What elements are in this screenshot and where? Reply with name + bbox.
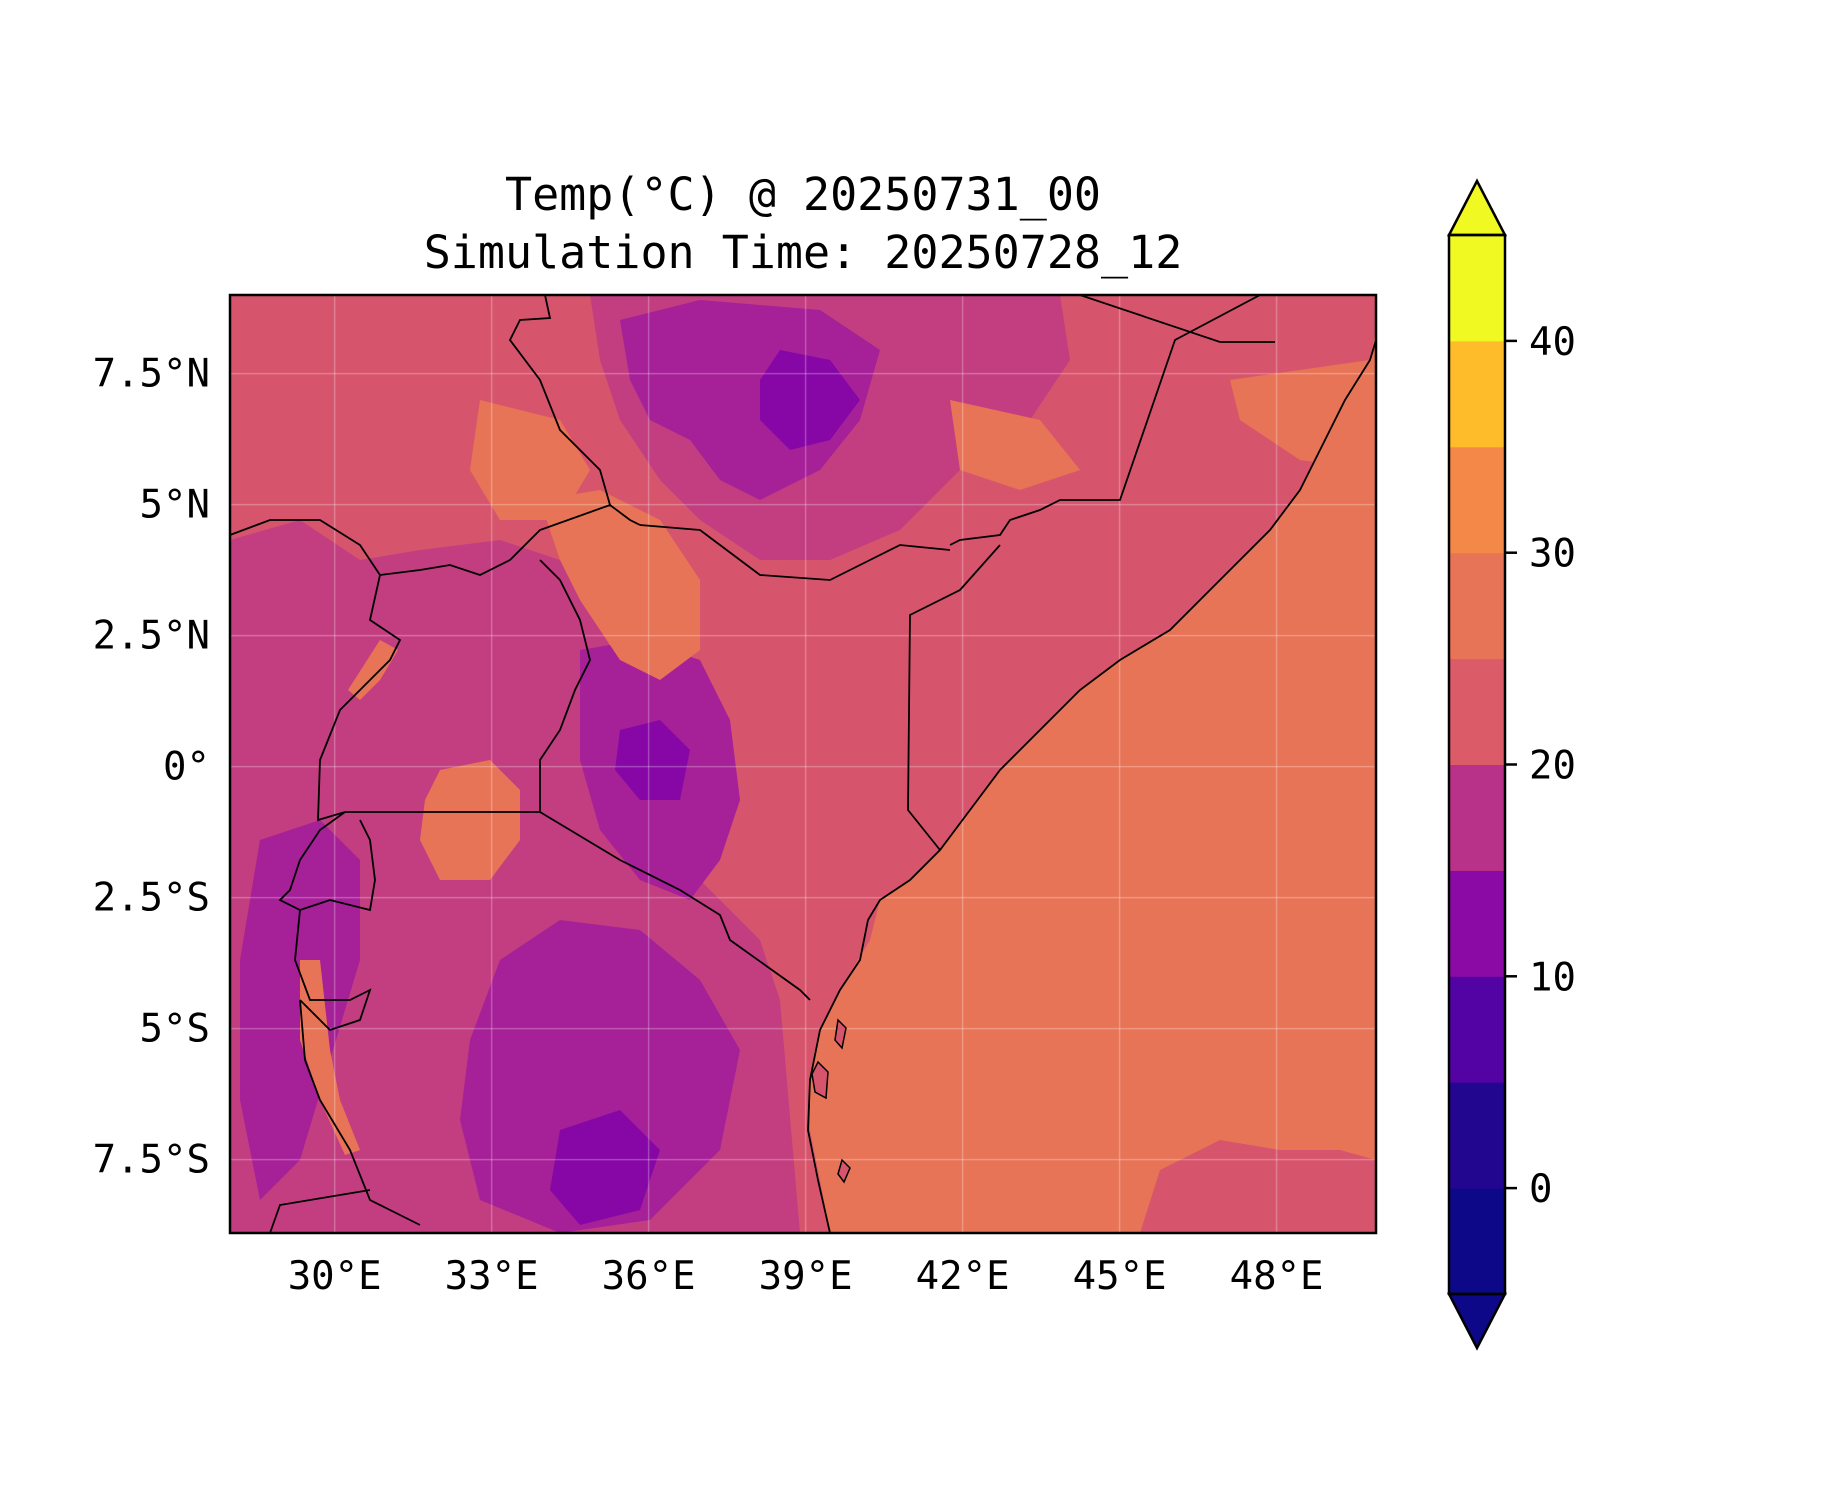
colorbar-segment bbox=[1449, 870, 1505, 977]
ethiopian-peak bbox=[760, 350, 860, 450]
x-tick-label: 42°E bbox=[916, 1254, 1010, 1299]
gridlines bbox=[230, 295, 1376, 1233]
colorbar-segment bbox=[1449, 764, 1505, 871]
y-axis-ticks: 7.5°N 5°N 2.5°N 0° 2.5°S 5°S 7.5°S bbox=[93, 352, 210, 1183]
colorbar-tick-label: 0 bbox=[1529, 1167, 1552, 1212]
zambia-border bbox=[269, 1189, 371, 1233]
lake-victoria bbox=[420, 760, 520, 880]
y-tick-label: 2.5°N bbox=[93, 614, 210, 659]
pemba-island bbox=[834, 1018, 847, 1050]
x-tick-label: 36°E bbox=[602, 1254, 696, 1299]
lake-tanganyika bbox=[300, 960, 360, 1155]
ethiopian-highlands-cold bbox=[620, 300, 880, 500]
colorbar-segment bbox=[1449, 1188, 1505, 1295]
ocean-cool-patch bbox=[1140, 1140, 1376, 1233]
y-tick-label: 7.5°N bbox=[93, 352, 210, 397]
x-tick-label: 30°E bbox=[288, 1254, 382, 1299]
colorbar-tick-label: 20 bbox=[1529, 744, 1576, 789]
tanganyika-border bbox=[299, 999, 421, 1226]
y-tick-label: 2.5°S bbox=[93, 876, 210, 921]
colorbar-segment bbox=[1449, 446, 1505, 554]
colorbar: 0 10 20 30 40 bbox=[1446, 178, 1576, 1351]
colorbar-tick-label: 40 bbox=[1529, 320, 1576, 365]
x-tick-label: 39°E bbox=[759, 1254, 853, 1299]
x-axis-ticks: 30°E 33°E 36°E 39°E 42°E 45°E 48°E bbox=[288, 1254, 1324, 1299]
y-tick-label: 0° bbox=[163, 745, 210, 790]
kenya-tanzania-border bbox=[539, 811, 811, 1001]
y-tick-label: 5°S bbox=[140, 1007, 210, 1052]
tanzania-south-cold bbox=[550, 1110, 660, 1225]
colorbar-segment bbox=[1449, 658, 1505, 765]
colorbar-extend-min bbox=[1446, 1292, 1508, 1351]
turkana-warm bbox=[540, 490, 700, 680]
y-tick-label: 7.5°S bbox=[93, 1138, 210, 1183]
ethiopia-somalia-top bbox=[1079, 295, 1275, 343]
map-frame bbox=[228, 293, 1378, 1235]
south-sudan-ethiopia-border bbox=[508, 295, 611, 506]
kenya-somalia-border bbox=[907, 544, 1001, 851]
x-tick-label: 33°E bbox=[445, 1254, 539, 1299]
islands bbox=[811, 1018, 851, 1184]
colorbar-segment bbox=[1449, 1082, 1505, 1189]
coastline bbox=[807, 339, 1376, 1233]
indian-ocean bbox=[810, 330, 1376, 1233]
borders bbox=[230, 295, 1376, 1233]
ethiopia-somalia-border bbox=[949, 295, 1261, 546]
map-title-line-2: Simulation Time: 20250728_12 bbox=[424, 226, 1183, 279]
kenya-ethiopia-border bbox=[639, 524, 951, 581]
colorbar-segment bbox=[1449, 976, 1505, 1083]
colorbar-segment bbox=[1449, 340, 1505, 448]
zanzibar-island bbox=[811, 1060, 829, 1100]
map-area bbox=[230, 295, 1376, 1233]
colorbar-tick-label: 30 bbox=[1529, 532, 1576, 577]
colorbar-extend-max bbox=[1446, 178, 1508, 237]
uganda-kenya-border bbox=[539, 559, 591, 812]
tanzania-west-border bbox=[294, 909, 372, 1032]
y-tick-label: 5°N bbox=[140, 483, 210, 528]
uganda-border bbox=[317, 574, 540, 822]
kenya-peak bbox=[615, 720, 690, 800]
colorbar-segment bbox=[1449, 235, 1505, 342]
tanzania-interior bbox=[460, 920, 740, 1233]
x-tick-label: 48°E bbox=[1230, 1254, 1324, 1299]
colorbar-tick-label: 10 bbox=[1529, 955, 1576, 1000]
lake-albert bbox=[348, 640, 398, 700]
colorbar-segment bbox=[1449, 552, 1505, 660]
ethiopia-east-warm bbox=[950, 400, 1080, 490]
mafia-island bbox=[837, 1158, 851, 1184]
map-title-line-1: Temp(°C) @ 20250731_00 bbox=[505, 168, 1101, 221]
x-tick-label: 45°E bbox=[1073, 1254, 1167, 1299]
